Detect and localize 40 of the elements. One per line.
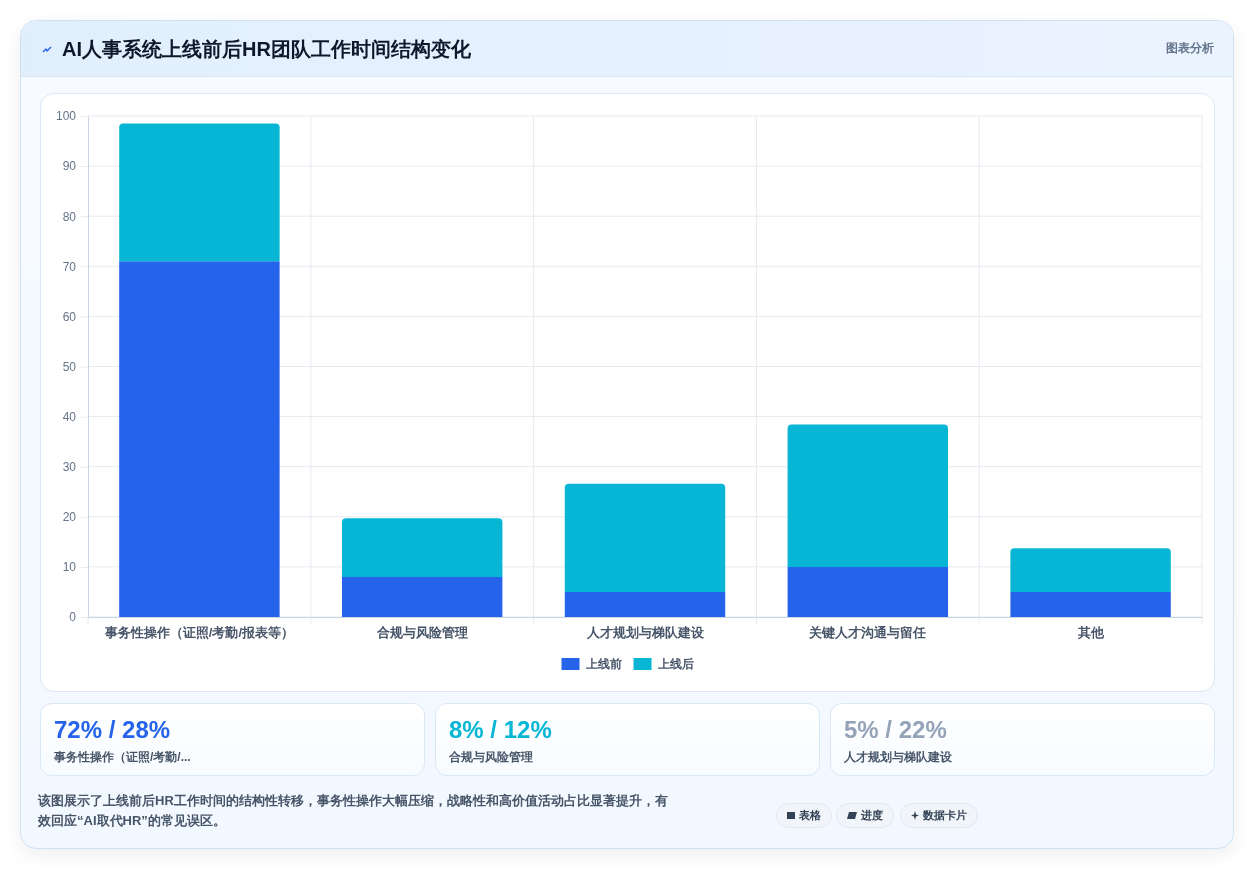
y-tick-label: 10 [62, 560, 77, 575]
text: 人才规划与梯队建设 [844, 749, 952, 765]
text: 数据卡片 [923, 808, 967, 823]
text: 5% / 22% [844, 715, 947, 745]
x-tick-label: 关键人才沟通与留任 [808, 625, 927, 641]
y-tick-label: 90 [62, 159, 77, 174]
x-tick-label: 合规与风险管理 [375, 625, 468, 641]
bar [787, 424, 949, 567]
bar [787, 566, 949, 617]
y-tick-label: 70 [62, 259, 77, 274]
bar [1010, 591, 1171, 617]
x-tick-label: 其他 [1076, 625, 1105, 641]
bar [564, 591, 726, 617]
text: 该图展示了上线前后HR工作时间的结构性转移，事务性操作大幅压缩，战略性和高价值活动占比显著提升，有效回应“AI取代HR”的常见误区。 [38, 792, 669, 830]
legend-label: 上线后 [656, 657, 694, 672]
bar [119, 123, 280, 262]
bar [564, 483, 726, 592]
text: 72% / 28% [54, 715, 171, 745]
y-tick-label: 30 [62, 460, 77, 475]
y-tick-label: 20 [62, 510, 77, 525]
y-tick-label: 0 [69, 610, 77, 625]
x-tick-label: 事务性操作（证照/考勤/报表等） [103, 625, 295, 641]
text: 表格 [799, 808, 821, 823]
x-tick-label: 人才规划与梯队建设 [585, 625, 705, 641]
text: 合规与风险管理 [449, 749, 533, 765]
bar [1010, 548, 1171, 592]
bar [119, 261, 280, 617]
text: 事务性操作（证照/考勤/... [54, 749, 191, 765]
y-tick-label: 100 [55, 109, 77, 124]
text: 进度 [861, 808, 883, 823]
bar [341, 576, 503, 617]
y-tick-label: 80 [62, 209, 77, 224]
bar [341, 518, 503, 577]
legend-label: 上线前 [584, 657, 622, 672]
y-tick-label: 60 [62, 309, 77, 324]
y-tick-label: 40 [62, 409, 77, 424]
chart-title: AI人事系统上线前后HR团队工作时间结构变化 [62, 37, 471, 62]
text: 图表分析 [1166, 40, 1214, 56]
text: 8% / 12% [449, 715, 552, 745]
y-tick-label: 50 [62, 359, 77, 374]
